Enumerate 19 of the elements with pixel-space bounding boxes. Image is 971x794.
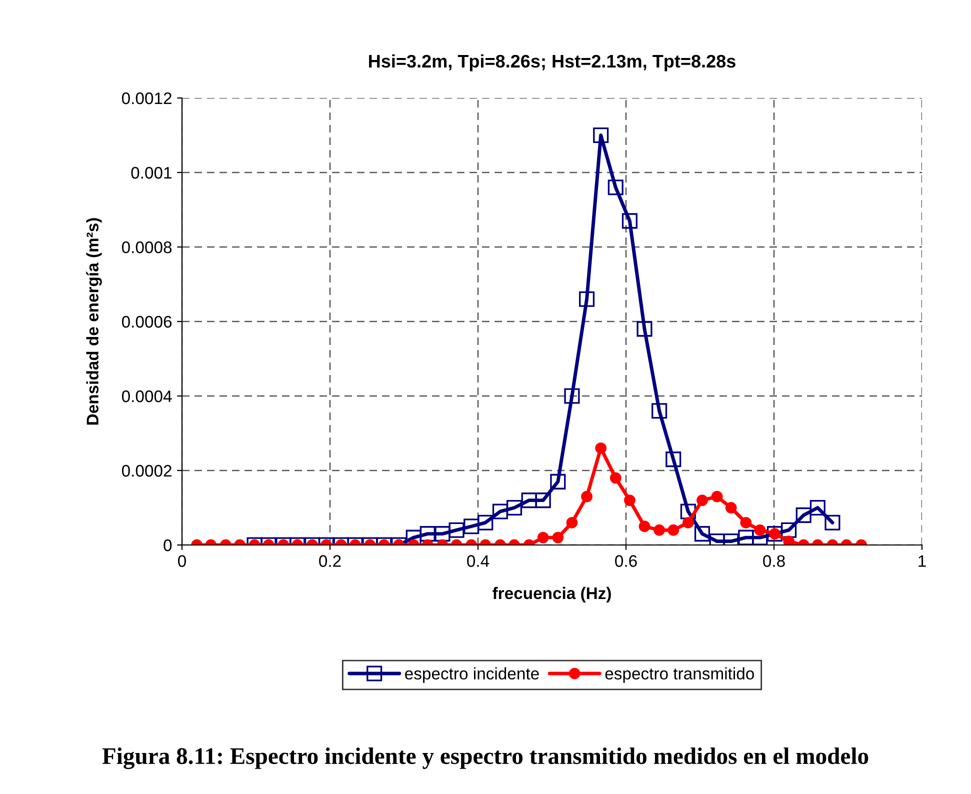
y-tick-label: 0.0012 [122, 92, 172, 104]
x-axis-title: frecuencia (Hz) [492, 586, 611, 602]
legend-label: espectro transmitido [605, 667, 754, 683]
y-tick-label: 0.001 [131, 166, 172, 179]
y-tick-label: 0 [164, 539, 172, 552]
x-tick-label: 1 [918, 555, 926, 567]
y-tick-label: 0.0006 [122, 316, 172, 328]
legend-label: espectro incidente [405, 667, 539, 683]
y-tick-label: 0.0002 [122, 464, 172, 477]
y-tick-label: 0.0004 [122, 390, 172, 402]
chart-title: Hsi=3.2m, Tpi=8.26s; Hst=2.13m, Tpt=8.28s [369, 54, 736, 72]
x-tick-label: 0.8 [763, 555, 785, 567]
x-tick-label: 0.6 [615, 555, 637, 567]
y-tick-label: 0.0008 [122, 241, 172, 254]
y-axis-title: Densidad de energía (m²s) [86, 218, 102, 425]
x-tick-label: 0 [178, 555, 186, 567]
x-tick-label: 0.4 [467, 555, 490, 567]
x-tick-label: 0.2 [319, 555, 341, 567]
text: Figura 8.11: Espectro incidente y espectro transmitido medidos en el modelo [102, 747, 868, 770]
